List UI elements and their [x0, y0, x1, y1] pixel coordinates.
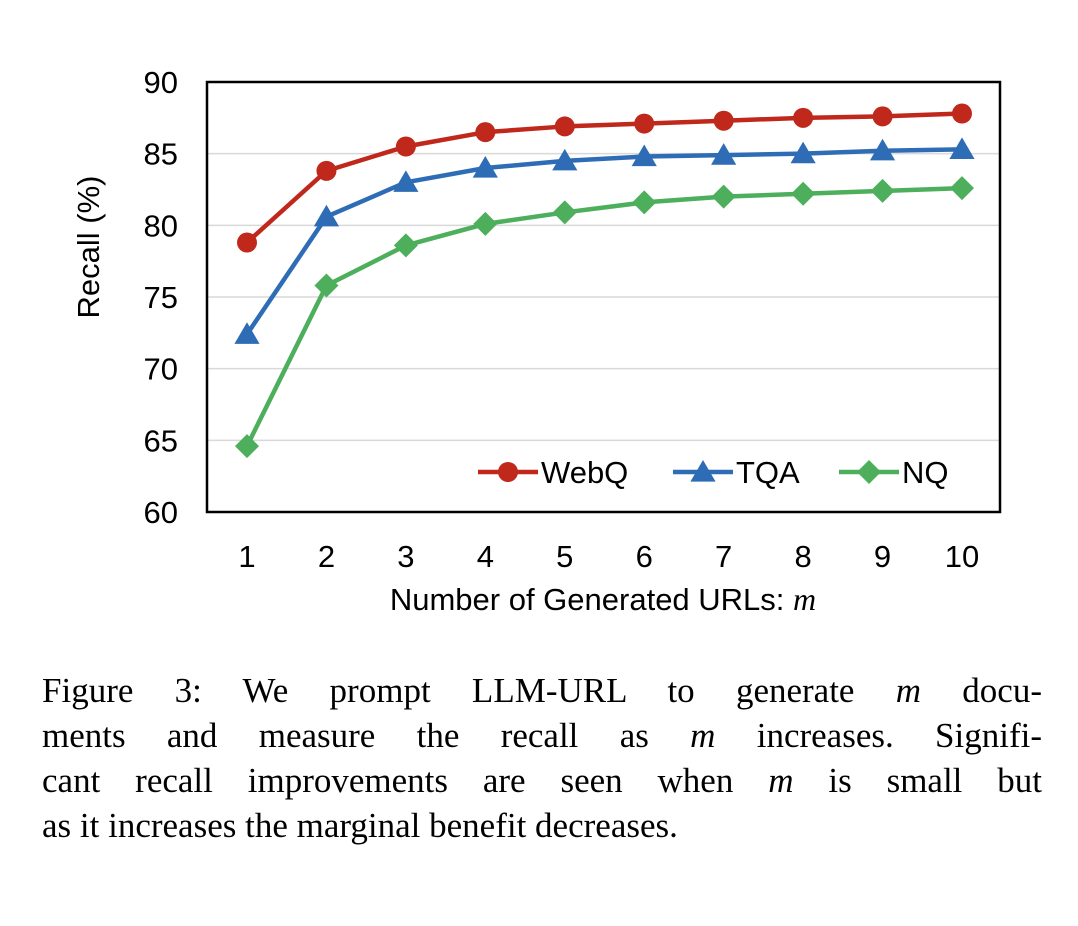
data-point-nq: [870, 178, 895, 203]
x-axis-title-variable: m: [793, 581, 816, 617]
data-point-nq: [711, 184, 736, 209]
data-point-nq: [473, 211, 498, 236]
series-line-nq: [244, 185, 963, 448]
data-point-tqa: [631, 144, 657, 167]
x-tick-label: 5: [556, 539, 573, 574]
legend-marker-webq: [498, 462, 518, 482]
legend-marker-tqa: [690, 460, 716, 482]
data-point-webq: [793, 107, 814, 128]
legend-marker-nq: [857, 460, 881, 484]
caption-math-variable: m: [690, 716, 716, 755]
x-tick-label: 6: [636, 539, 653, 574]
y-axis-tick-labels: 60 65 70 75 80 85 90: [144, 65, 178, 530]
data-point-webq: [952, 103, 972, 124]
caption-line-3: cant recall improvements are seen when m…: [42, 758, 1042, 803]
y-tick-label: 60: [144, 495, 178, 530]
caption-math-variable: m: [895, 671, 922, 710]
x-tick-label: 2: [318, 539, 335, 574]
y-tick-label: 85: [144, 137, 178, 172]
y-tick-label: 80: [144, 208, 178, 243]
legend-item-nq: NQ: [839, 455, 949, 490]
data-point-tqa: [552, 148, 578, 171]
data-point-nq: [314, 273, 339, 298]
data-point-tqa: [790, 141, 816, 164]
data-point-webq: [713, 110, 734, 131]
caption-text: Figure 3: We prompt LLM-URL to generate: [42, 671, 896, 710]
data-point-tqa: [711, 143, 737, 165]
data-point-tqa: [472, 156, 498, 178]
caption-text: increases. Signifi-: [715, 716, 1042, 755]
legend-label: TQA: [736, 455, 800, 490]
data-point-tqa: [234, 322, 260, 344]
y-tick-label: 65: [144, 423, 178, 458]
figure-caption: Figure 3: We prompt LLM-URL to generate …: [42, 668, 1042, 848]
x-tick-label: 4: [477, 539, 494, 574]
y-tick-label: 70: [144, 352, 178, 387]
caption-line-2: ments and measure the recall as m increa…: [42, 713, 1042, 758]
data-point-tqa: [869, 138, 896, 161]
legend-label: WebQ: [541, 455, 628, 490]
legend-item-tqa: TQA: [673, 455, 800, 490]
series-line-tqa: [245, 147, 963, 336]
data-point-webq: [475, 122, 496, 143]
data-point-webq: [237, 232, 257, 253]
caption-math-variable: m: [768, 761, 794, 800]
data-point-nq: [791, 181, 816, 206]
series-nq: [235, 176, 974, 459]
data-point-nq: [552, 200, 577, 225]
x-tick-label: 10: [945, 539, 979, 574]
x-tick-label: 3: [397, 539, 414, 574]
x-axis-title: Number of Generated URLs: m: [390, 581, 816, 617]
legend-label: NQ: [902, 455, 949, 490]
x-tick-label: 9: [874, 539, 891, 574]
caption-text: docu-: [921, 671, 1042, 710]
data-point-nq: [393, 233, 418, 258]
data-point-tqa: [949, 137, 975, 159]
gridlines: [207, 152, 1000, 442]
legend: WebQ TQA NQ: [478, 455, 949, 490]
x-axis-tick-labels: 1 2 3 4 5 6 7 8 9 10: [238, 539, 979, 574]
data-point-webq: [316, 160, 337, 181]
series-tqa: [234, 137, 975, 344]
caption-text: cant recall improvements are seen when: [42, 761, 769, 800]
data-point-webq: [554, 116, 575, 137]
y-tick-label: 90: [144, 65, 178, 100]
line-chart: 60 65 70 75 80 85 90 1 2 3 4 5 6 7 8 9 10 WebQ TQA NQ Rec…: [71, 65, 1002, 617]
data-point-webq: [395, 136, 416, 157]
caption-text: is small but: [793, 761, 1042, 800]
y-axis-title: Recall (%): [71, 176, 106, 319]
legend-item-webq: WebQ: [478, 455, 628, 490]
x-tick-label: 7: [715, 539, 732, 574]
data-point-tqa: [313, 204, 340, 227]
y-tick-label: 75: [144, 280, 178, 315]
data-point-nq: [235, 434, 259, 459]
x-axis-title-text: Number of Generated URLs:: [390, 582, 785, 617]
series-webq: [237, 103, 972, 253]
plot-area-frame: [205, 80, 1002, 514]
data-point-webq: [872, 106, 893, 127]
series-line-webq: [245, 111, 963, 245]
caption-line-1: Figure 3: We prompt LLM-URL to generate …: [42, 668, 1042, 713]
data-point-nq: [950, 176, 974, 201]
caption-text: ments and measure the recall as: [42, 716, 691, 755]
x-tick-label: 8: [794, 539, 811, 574]
data-point-webq: [634, 113, 655, 134]
series-layer: [234, 103, 975, 459]
x-tick-label: 1: [238, 539, 255, 574]
caption-line-4: as it increases the marginal benefit dec…: [42, 806, 678, 845]
data-point-nq: [632, 190, 657, 215]
data-point-tqa: [393, 170, 419, 192]
